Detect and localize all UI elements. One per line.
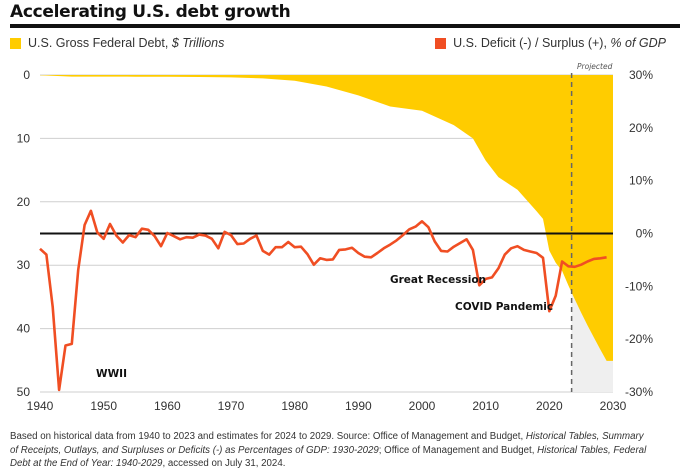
- source-italic-1: Historical Tables, Summary of Receipts, …: [10, 431, 644, 456]
- source-text-2: ; Office of Management and Budget,: [378, 444, 538, 456]
- legend-deficit: U.S. Deficit (-) / Surplus (+), % of GDP: [435, 36, 666, 50]
- x-tick-label: 1990: [345, 399, 372, 413]
- debt-area-layer: [40, 75, 613, 361]
- debt-area: [40, 75, 613, 361]
- x-tick-label: 1950: [90, 399, 117, 413]
- chart-title: Accelerating U.S. debt growth: [10, 2, 291, 22]
- annotation-wwii: WWII: [96, 368, 127, 380]
- right-tick-label: -30%: [625, 385, 653, 399]
- legend-debt-label: U.S. Gross Federal Debt,: [28, 36, 169, 50]
- x-tick-label: 1970: [218, 399, 245, 413]
- legend-deficit-label: U.S. Deficit (-) / Surplus (+),: [453, 36, 607, 50]
- source-note: Based on historical data from 1940 to 20…: [10, 430, 654, 471]
- right-tick-label: 20%: [629, 121, 653, 135]
- legend-debt-unit: $ Trillions: [171, 36, 225, 50]
- legend-deficit-swatch: [435, 37, 447, 49]
- right-tick-label: -20%: [625, 332, 653, 346]
- right-tick-label: 30%: [629, 68, 653, 82]
- left-tick-label: 0: [23, 68, 30, 82]
- right-tick-label: -10%: [625, 279, 653, 293]
- source-italic-2: Historical Tables, Federal Debt at the E…: [10, 444, 647, 470]
- legend-deficit-unit: % of GDP: [610, 36, 666, 50]
- left-axis-ticks: 0 10 20 30 40 50: [17, 68, 31, 399]
- annotation-projected: Projected: [577, 62, 613, 71]
- x-tick-label: 1940: [27, 399, 54, 413]
- x-tick-label: 1960: [154, 399, 181, 413]
- x-tick-label: 2010: [472, 399, 499, 413]
- x-tick-label: 2000: [409, 399, 436, 413]
- annotation-great-recession: Great Recession: [390, 274, 486, 286]
- source-text-3: , accessed on July 31, 2024.: [162, 458, 286, 469]
- left-tick-label: 10: [17, 131, 31, 145]
- left-tick-label: 40: [17, 322, 31, 336]
- x-tick-label: 2020: [536, 399, 563, 413]
- annotation-covid-pandemic: COVID Pandemic: [455, 301, 553, 313]
- right-tick-label: 10%: [629, 174, 653, 188]
- left-tick-label: 50: [17, 385, 31, 399]
- left-tick-label: 30: [17, 258, 31, 272]
- x-axis-ticks: 1940 1950 1960 1970 1980 1990 2000 2010 2020 2030: [27, 399, 627, 413]
- source-text-1: Based on historical data from 1940 to 20…: [10, 431, 526, 442]
- deficit-line: [39, 209, 607, 392]
- left-tick-label: 20: [17, 195, 31, 209]
- x-tick-label: 1980: [281, 399, 308, 413]
- deficit-line-layer: [39, 209, 607, 392]
- x-tick-label: 2030: [600, 399, 627, 413]
- right-axis-ticks: 30% 20% 10% 0% -10% -20% -30%: [625, 68, 653, 399]
- title-rule: [10, 24, 680, 28]
- legend-debt: U.S. Gross Federal Debt, $ Trillions: [10, 36, 224, 50]
- legend-debt-swatch: [10, 37, 21, 49]
- right-tick-label: 0%: [636, 227, 654, 241]
